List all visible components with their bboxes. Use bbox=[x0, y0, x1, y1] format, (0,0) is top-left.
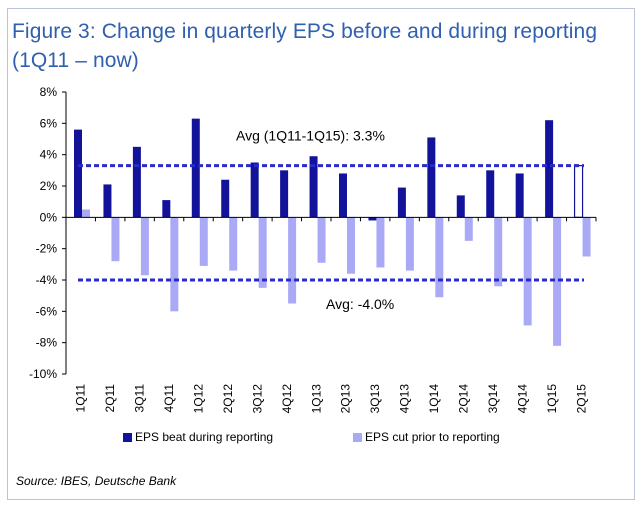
x-tick-label: 4Q14 bbox=[515, 384, 529, 414]
bar-eps-beat bbox=[132, 146, 141, 218]
bar-eps-cut bbox=[82, 209, 90, 218]
y-tick-label: -10% bbox=[29, 367, 57, 381]
y-tick-label: -2% bbox=[36, 242, 58, 256]
bar-eps-beat bbox=[456, 195, 465, 218]
x-tick-label: 3Q11 bbox=[133, 384, 147, 413]
x-tick-label: 1Q12 bbox=[192, 384, 206, 414]
x-tick-label: 2Q15 bbox=[574, 384, 588, 414]
bar-eps-beat bbox=[486, 170, 495, 218]
y-tick-label: 0% bbox=[40, 210, 58, 224]
bar-eps-beat bbox=[368, 217, 377, 221]
chart-title: Figure 3: Change in quarterly EPS before… bbox=[12, 20, 598, 72]
bar-eps-cut bbox=[258, 217, 267, 288]
bar-eps-beat bbox=[573, 165, 584, 218]
avg-label-beat: Avg (1Q11-1Q15): 3.3% bbox=[236, 128, 385, 144]
x-tick-label: 3Q13 bbox=[368, 384, 382, 414]
legend-label-cut: EPS cut prior to reporting bbox=[365, 430, 500, 444]
x-tick-label: 4Q12 bbox=[280, 384, 294, 414]
source-note: Source: IBES, Deutsche Bank bbox=[16, 474, 177, 488]
bar-eps-beat bbox=[309, 156, 318, 218]
y-tick-label: -4% bbox=[36, 273, 58, 287]
x-tick-label: 1Q14 bbox=[427, 384, 441, 414]
bar-eps-cut bbox=[582, 217, 591, 257]
bar-eps-beat bbox=[221, 179, 230, 218]
bar-eps-cut bbox=[199, 217, 208, 266]
x-tick-label: 2Q11 bbox=[103, 384, 117, 413]
bar-eps-beat bbox=[515, 173, 524, 218]
y-tick-label: 8% bbox=[40, 85, 58, 99]
bar-eps-beat bbox=[250, 162, 259, 218]
bar-eps-cut bbox=[435, 217, 444, 298]
x-tick-label: 2Q12 bbox=[221, 384, 235, 414]
y-tick-label: -8% bbox=[36, 336, 58, 350]
bar-eps-beat bbox=[103, 184, 112, 218]
bar-eps-cut bbox=[376, 217, 385, 268]
bar-eps-cut bbox=[317, 217, 326, 263]
legend-swatch-cut bbox=[353, 433, 362, 442]
bar-eps-cut bbox=[553, 217, 562, 346]
x-tick-label: 3Q12 bbox=[250, 384, 264, 414]
x-tick-label: 4Q11 bbox=[162, 384, 176, 413]
bar-eps-beat bbox=[339, 173, 347, 218]
y-tick-label: 6% bbox=[40, 116, 58, 130]
x-tick-label: 3Q14 bbox=[486, 384, 500, 414]
bar-eps-beat bbox=[427, 137, 436, 218]
bar-eps-beat bbox=[280, 170, 289, 218]
y-tick-label: -6% bbox=[36, 304, 58, 318]
legend-label-beat: EPS beat during reporting bbox=[135, 430, 274, 444]
bar-eps-cut bbox=[288, 217, 297, 304]
x-tick-label: 1Q15 bbox=[545, 384, 559, 414]
bar-eps-cut bbox=[494, 217, 503, 287]
bar-eps-cut bbox=[464, 217, 473, 241]
bar-eps-cut bbox=[523, 217, 532, 326]
bar-chart: -10% -8% -6% -4% -2% 0% 2% 4% 6% 8% Avg (1Q11-1Q15… bbox=[29, 85, 597, 414]
bar-eps-beat bbox=[397, 187, 406, 218]
y-tick-label: 4% bbox=[40, 148, 58, 162]
bar-eps-cut bbox=[347, 217, 355, 274]
bar-eps-cut bbox=[405, 217, 414, 271]
avg-label-cut: Avg: -4.0% bbox=[326, 296, 394, 312]
x-tick-label: 1Q13 bbox=[309, 384, 323, 414]
bar-eps-cut bbox=[140, 217, 149, 276]
x-tick-label: 2Q14 bbox=[457, 384, 471, 414]
bar-eps-beat bbox=[162, 200, 171, 218]
x-tick-label: 1Q11 bbox=[74, 384, 88, 413]
y-tick-label: 2% bbox=[40, 179, 58, 193]
figure-frame bbox=[7, 8, 635, 500]
x-tick-label: 2Q13 bbox=[339, 384, 353, 414]
bar-eps-cut bbox=[170, 217, 179, 312]
bar-eps-beat bbox=[545, 120, 554, 218]
x-tick-label: 4Q13 bbox=[398, 384, 412, 414]
bar-eps-cut bbox=[111, 217, 120, 262]
legend-swatch-beat bbox=[123, 433, 132, 442]
bar-eps-cut bbox=[229, 217, 238, 271]
bar-eps-beat bbox=[191, 118, 200, 218]
bar-eps-beat bbox=[74, 129, 82, 218]
